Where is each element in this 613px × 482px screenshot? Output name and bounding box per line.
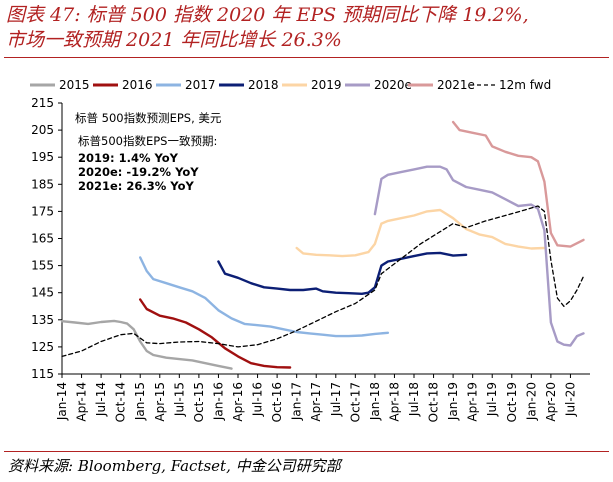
legend-label: 2015 (59, 78, 90, 92)
x-tick-label: Jul-19 (485, 382, 499, 417)
x-tick-label: Oct-15 (192, 382, 206, 422)
y-tick-label: 135 (31, 313, 54, 327)
series-line-2021e (451, 120, 585, 248)
x-tick-label: Apr-16 (231, 382, 245, 422)
x-tick-label: Oct-18 (427, 382, 441, 422)
x-tick-label: Oct-17 (348, 382, 362, 422)
y-tick-label: 175 (31, 204, 54, 218)
x-tick-label: Oct-19 (505, 382, 519, 422)
x-tick-label: Jan-19 (446, 382, 460, 421)
y-tick-label: 155 (31, 259, 54, 273)
y-tick-label: 185 (31, 177, 54, 191)
series-line-2016 (139, 298, 292, 369)
y-tick-label: 195 (31, 150, 54, 164)
x-tick-label: Jan-18 (368, 382, 382, 421)
y-tick-label: 115 (31, 367, 54, 381)
annotation-line: 2019: 1.4% YoY (78, 151, 179, 165)
title-line-2: 市场一致预期 2021 年同比增长 26.3% (6, 29, 342, 51)
x-tick-label: Jul-17 (329, 382, 343, 417)
x-tick-label: Jan-15 (133, 382, 147, 421)
y-axis-ticks: 115 125 135 145 155 165 175 185 195 205 215 (31, 96, 62, 381)
annotation-line: 2020e: -19.2% YoY (78, 165, 199, 179)
y-tick-label: 145 (31, 286, 54, 300)
series-line-2015 (60, 319, 233, 370)
x-tick-label: Apr-20 (544, 382, 558, 422)
annotation-heading: 标普500指数EPS一致预期: (78, 134, 217, 148)
series-line-2019 (295, 208, 546, 258)
x-tick-label: Jan-16 (211, 382, 225, 421)
x-tick-label: Oct-16 (270, 382, 284, 422)
title-line-1: 图表 47: 标普 500 指数 2020 年 EPS 预期同比下降 19.2%… (6, 4, 529, 26)
top-rule (4, 57, 609, 58)
annotation-line: 2021e: 26.3% YoY (78, 179, 194, 193)
x-tick-label: Jul-20 (563, 382, 577, 417)
y-tick-label: 205 (31, 123, 54, 137)
x-tick-label: Apr-19 (466, 382, 480, 422)
y-tick-label: 215 (31, 96, 54, 110)
chart-title: 图表 47: 标普 500 指数 2020 年 EPS 预期同比下降 19.2%… (6, 3, 606, 53)
series-line-2020e (373, 165, 585, 347)
legend-label: 12m fwd (499, 78, 551, 92)
x-tick-label: Apr-18 (387, 382, 401, 422)
x-tick-label: Jul-16 (251, 382, 265, 417)
x-tick-label: Apr-17 (309, 382, 323, 422)
legend-label: 2017 (185, 78, 216, 92)
x-axis-ticks: Jan-14 Apr-14 Jul-14 Oct-14 Jan-15 Apr-15 Jul-… (55, 374, 577, 422)
x-tick-label: Apr-14 (75, 382, 89, 422)
x-tick-label: Jul-18 (407, 382, 421, 417)
x-tick-label: Jan-20 (524, 382, 538, 421)
legend-label: 2021e (437, 78, 475, 92)
series-line-12m-fwd (61, 205, 585, 358)
x-tick-label: Jul-15 (172, 382, 186, 417)
legend-label: 2016 (122, 78, 153, 92)
legend: 2015 2016 2017 2018 2019 2020e 2021e 12m fwd (30, 78, 551, 92)
plot-area: 115 125 135 145 155 165 175 185 195 205 215 Jan-14… (31, 96, 590, 422)
y-axis-label: 标普 500指数预测EPS, 美元 (75, 111, 222, 125)
legend-label: 2019 (311, 78, 342, 92)
legend-label: 2018 (248, 78, 279, 92)
x-tick-label: Jan-17 (290, 382, 304, 421)
x-tick-label: Jan-14 (55, 382, 69, 421)
x-tick-label: Jul-14 (94, 382, 108, 417)
series-lines (60, 120, 585, 370)
bottom-rule (4, 451, 609, 452)
series-line-2017 (139, 256, 390, 338)
legend-label: 2020e (374, 78, 412, 92)
x-tick-label: Oct-14 (114, 382, 128, 422)
y-tick-label: 125 (31, 340, 54, 354)
series-line-2018 (217, 251, 468, 295)
x-tick-label: Apr-15 (153, 382, 167, 422)
source-note: 资料来源: Bloomberg, Factset, 中金公司研究部 (8, 457, 341, 475)
y-tick-label: 165 (31, 232, 54, 246)
